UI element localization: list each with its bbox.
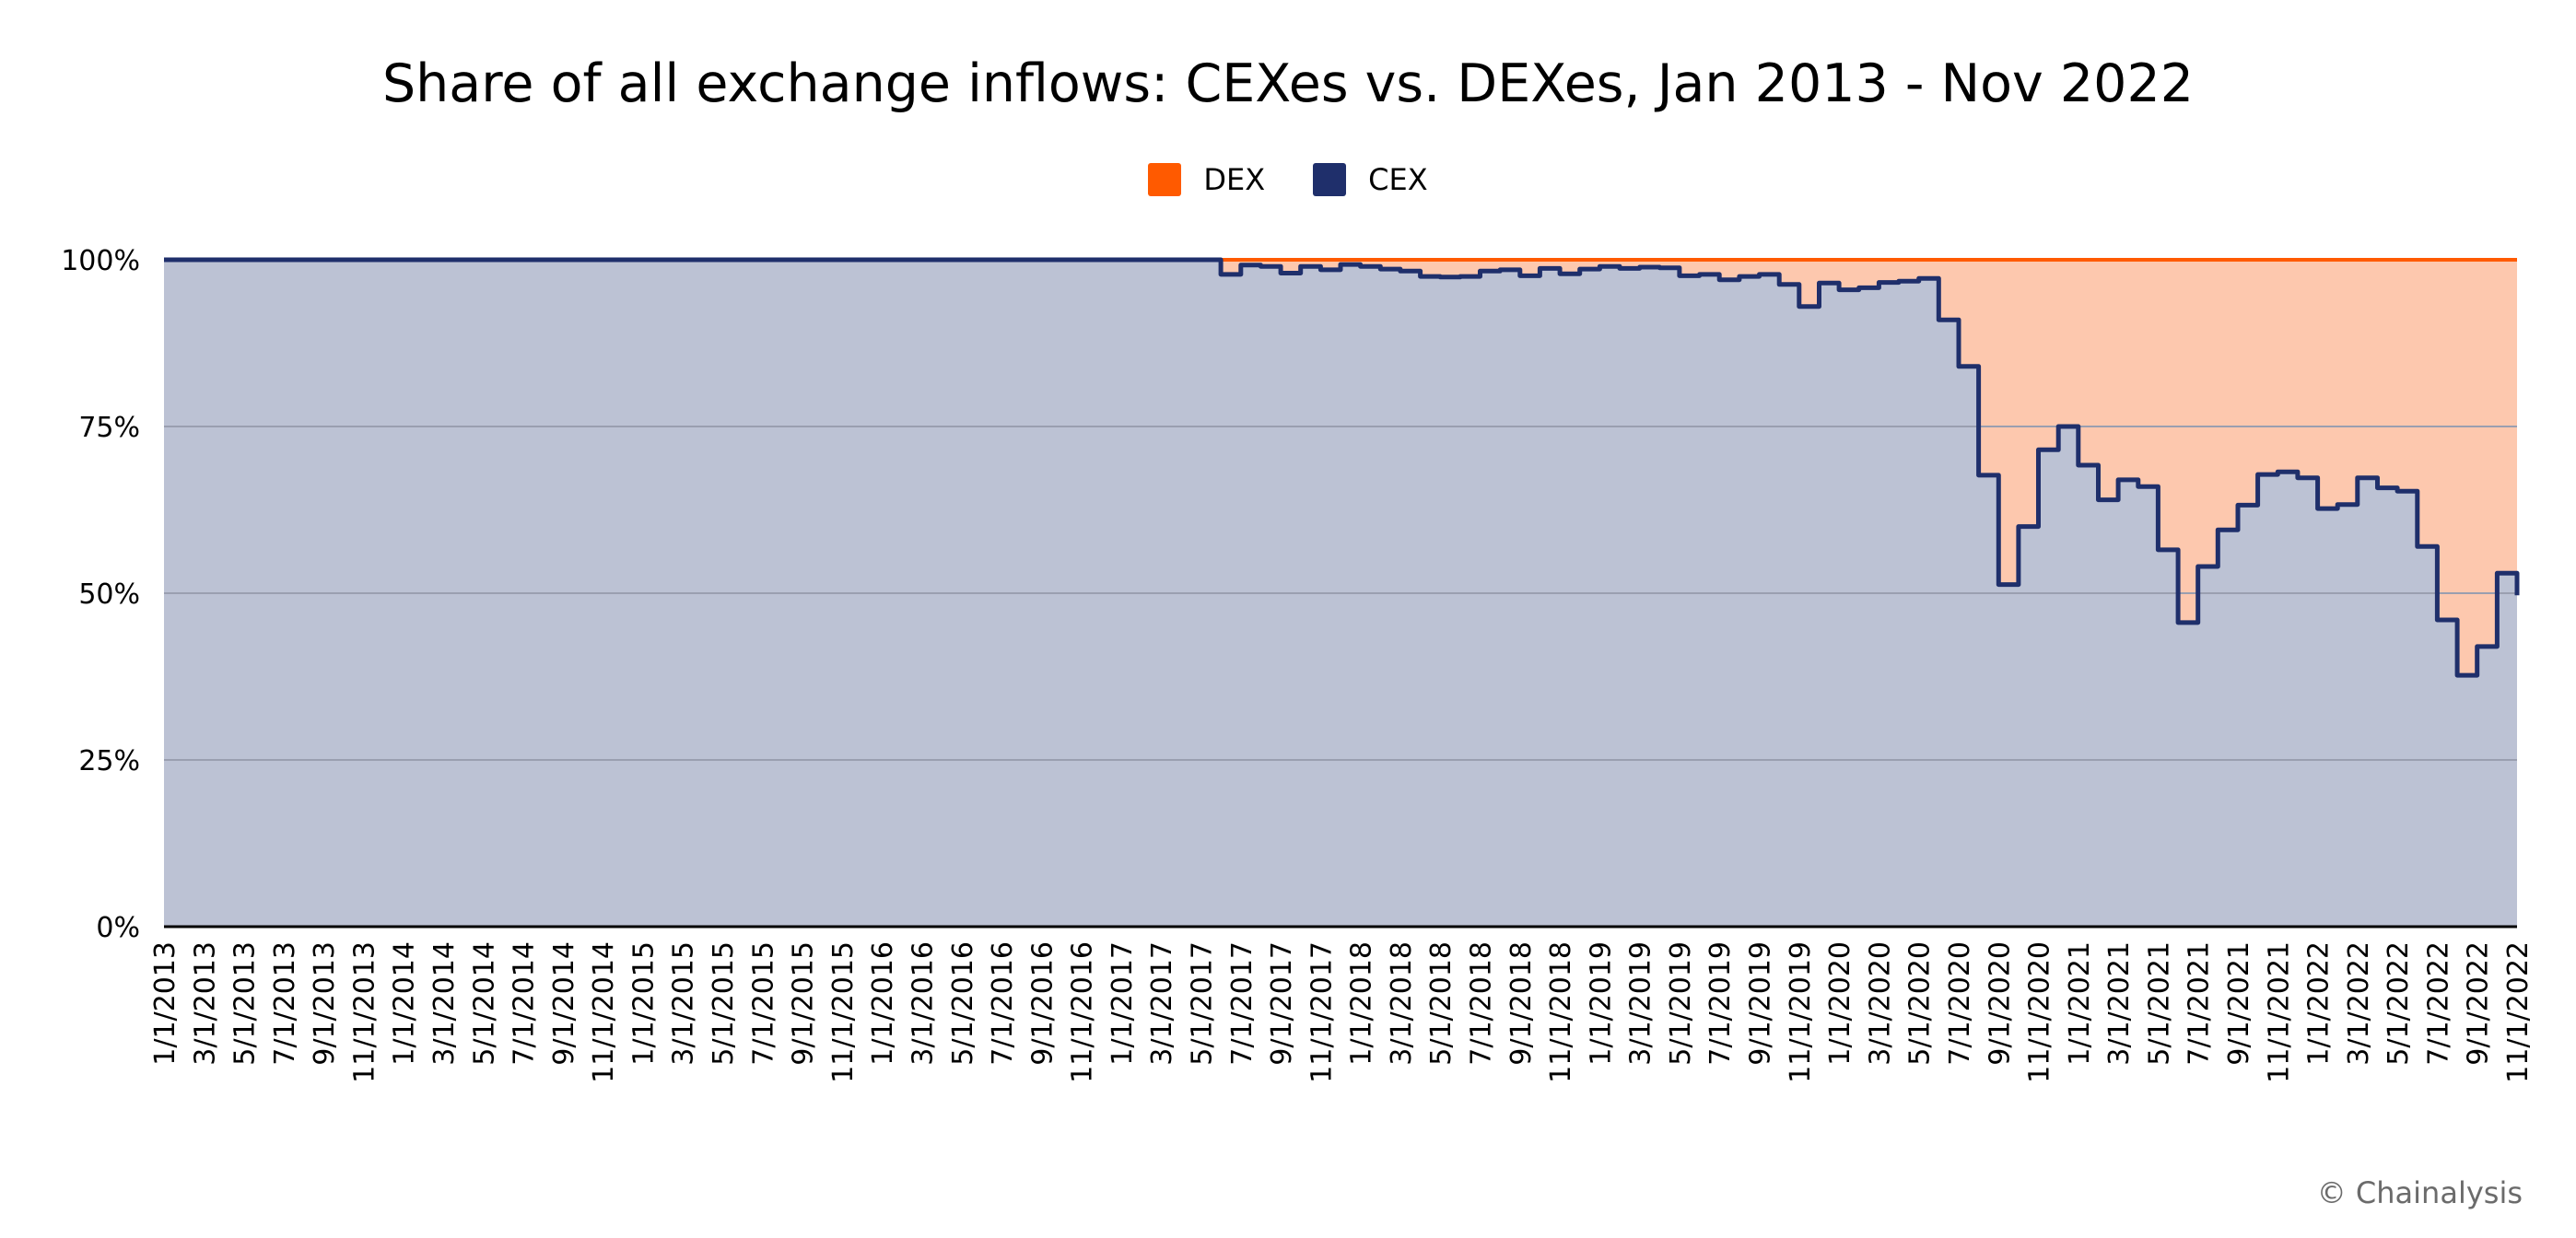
x-tick-label: 7/1/2016	[987, 941, 1019, 1066]
x-tick-label: 9/1/2020	[1984, 941, 2016, 1066]
legend-label-dex: DEX	[1203, 162, 1266, 197]
x-tick-label: 5/1/2020	[1904, 941, 1937, 1066]
x-tick-label: 7/1/2021	[2184, 941, 2216, 1066]
x-tick-label: 3/1/2022	[2343, 941, 2375, 1066]
x-tick-label: 9/1/2014	[548, 941, 580, 1066]
series-lines	[164, 257, 2520, 678]
x-tick-label: 9/1/2013	[309, 941, 341, 1066]
x-tick-label: 1/1/2015	[628, 941, 661, 1066]
x-tick-label: 9/1/2019	[1745, 941, 1777, 1066]
x-tick-label: 11/1/2018	[1545, 941, 1577, 1083]
x-tick-label: 5/1/2016	[947, 941, 979, 1066]
x-tick-label: 7/1/2020	[1944, 941, 1976, 1066]
x-tick-label: 5/1/2019	[1665, 941, 1697, 1066]
y-axis-labels: 0% 25% 50% 75% 100%	[61, 245, 140, 944]
x-tick-label: 7/1/2019	[1704, 941, 1737, 1066]
series-line-cex	[164, 257, 2520, 678]
copyright-notice: © Chainalysis	[2316, 1175, 2523, 1210]
legend-label-cex: CEX	[1368, 162, 1428, 197]
legend-item-cex: CEX	[1313, 162, 1428, 197]
x-tick-label: 11/1/2020	[2024, 941, 2056, 1083]
x-tick-label: 3/1/2014	[428, 941, 461, 1066]
x-tick-label: 3/1/2019	[1625, 941, 1657, 1066]
x-tick-label: 7/1/2017	[1226, 941, 1259, 1066]
x-tick-label: 1/1/2017	[1107, 941, 1139, 1066]
x-tick-label: 11/1/2017	[1306, 941, 1338, 1083]
x-axis-labels: 1/1/2013 3/1/2013 5/1/2013 7/1/2013 9/1/2013…	[149, 941, 2535, 1083]
x-tick-label: 11/1/2013	[348, 941, 381, 1083]
x-tick-label: 1/1/2014	[389, 941, 421, 1066]
legend: DEX CEX	[0, 162, 2576, 197]
x-tick-label: 1/1/2021	[2064, 941, 2096, 1066]
y-tick-label: 100%	[61, 245, 140, 277]
x-tick-label: 5/1/2022	[2383, 941, 2415, 1066]
x-tick-label: 7/1/2015	[747, 941, 779, 1066]
legend-swatch-dex	[1148, 163, 1182, 196]
x-tick-label: 7/1/2022	[2422, 941, 2454, 1066]
y-tick-label: 0%	[96, 912, 140, 944]
x-tick-label: 3/1/2015	[668, 941, 700, 1066]
x-tick-label: 5/1/2021	[2143, 941, 2175, 1066]
x-tick-label: 9/1/2016	[1026, 941, 1059, 1066]
x-tick-label: 5/1/2017	[1187, 941, 1219, 1066]
x-tick-label: 3/1/2018	[1386, 941, 1418, 1066]
chart-title: Share of all exchange inflows: CEXes vs.…	[382, 53, 2194, 114]
x-tick-label: 11/1/2022	[2502, 941, 2535, 1083]
x-tick-label: 1/1/2020	[1824, 941, 1856, 1066]
x-tick-label: 7/1/2014	[509, 941, 541, 1066]
x-tick-label: 1/1/2022	[2303, 941, 2336, 1066]
legend-swatch-cex	[1313, 163, 1347, 196]
x-tick-label: 5/1/2018	[1425, 941, 1458, 1066]
legend-item-dex: DEX	[1148, 162, 1265, 197]
x-tick-label: 9/1/2017	[1266, 941, 1298, 1066]
x-tick-label: 3/1/2013	[189, 941, 221, 1066]
gridlines	[164, 426, 2517, 761]
y-tick-label: 75%	[78, 412, 140, 444]
x-tick-label: 5/1/2013	[229, 941, 262, 1066]
x-tick-label: 7/1/2018	[1466, 941, 1498, 1066]
y-tick-label: 50%	[78, 578, 140, 611]
x-tick-label: 11/1/2021	[2263, 941, 2295, 1083]
x-tick-label: 3/1/2020	[1864, 941, 1896, 1066]
x-tick-label: 3/1/2017	[1146, 941, 1178, 1066]
x-tick-label: 9/1/2015	[788, 941, 820, 1066]
x-tick-label: 9/1/2018	[1505, 941, 1538, 1066]
x-tick-label: 3/1/2021	[2103, 941, 2136, 1066]
x-tick-label: 5/1/2015	[708, 941, 740, 1066]
x-tick-label: 9/1/2021	[2223, 941, 2255, 1066]
x-tick-label: 9/1/2022	[2463, 941, 2495, 1066]
x-tick-label: 1/1/2019	[1585, 941, 1617, 1066]
x-tick-label: 1/1/2016	[867, 941, 899, 1066]
x-tick-label: 11/1/2019	[1785, 941, 1817, 1083]
x-tick-label: 11/1/2015	[827, 941, 860, 1083]
x-tick-label: 1/1/2018	[1346, 941, 1378, 1066]
x-tick-label: 3/1/2016	[907, 941, 940, 1066]
x-tick-label: 7/1/2013	[269, 941, 301, 1066]
y-tick-label: 25%	[78, 745, 140, 777]
x-tick-label: 1/1/2013	[149, 941, 181, 1066]
x-tick-label: 11/1/2016	[1067, 941, 1099, 1083]
x-tick-label: 11/1/2014	[588, 941, 620, 1083]
x-tick-label: 5/1/2014	[468, 941, 500, 1066]
